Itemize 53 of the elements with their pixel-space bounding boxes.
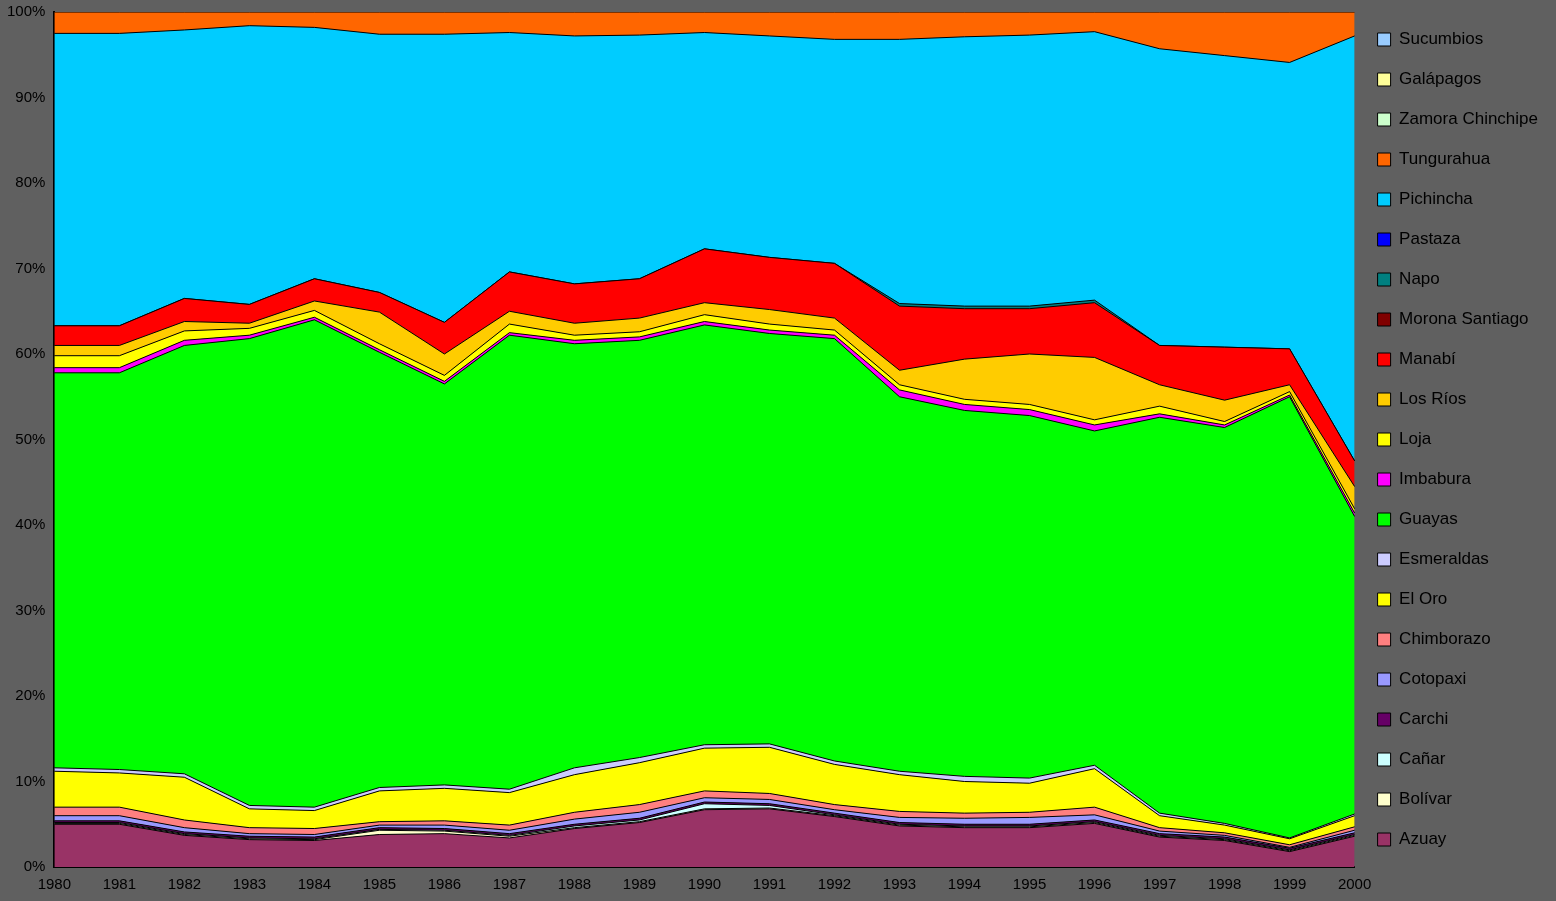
- legend-label: Tungurahua: [1399, 149, 1491, 169]
- legend-label: Bolívar: [1399, 789, 1453, 809]
- legend-label: Manabí: [1399, 349, 1457, 369]
- x-tick-label: 2000: [1337, 875, 1372, 893]
- y-tick-label: 100%: [6, 2, 46, 20]
- y-tick-label: 40%: [15, 515, 46, 533]
- legend-label: Napo: [1399, 269, 1440, 289]
- legend-label: Galápagos: [1399, 69, 1482, 89]
- legend-label: Pastaza: [1399, 229, 1462, 249]
- x-tick-label: 1988: [557, 875, 592, 893]
- legend-label: Imbabura: [1399, 469, 1472, 489]
- legend-label: Los Ríos: [1399, 389, 1467, 409]
- x-tick-label: 1994: [947, 875, 982, 893]
- y-tick-label: 20%: [15, 686, 46, 704]
- legend-label: Guayas: [1399, 509, 1458, 529]
- legend-label: Esmeraldas: [1399, 549, 1489, 569]
- legend-label: El Oro: [1399, 589, 1448, 609]
- x-tick-label: 1982: [167, 875, 202, 893]
- legend-label: Zamora Chinchipe: [1399, 109, 1539, 129]
- x-tick-label: 1999: [1272, 875, 1307, 893]
- x-tick-label: 1991: [752, 875, 787, 893]
- y-tick-label: 80%: [15, 173, 46, 191]
- x-tick-label: 1990: [687, 875, 722, 893]
- x-tick-label: 1984: [297, 875, 332, 893]
- y-tick-label: 30%: [15, 600, 46, 618]
- x-tick-label: 1996: [1077, 875, 1112, 893]
- x-tick-label: 1985: [362, 875, 397, 893]
- y-tick-label: 10%: [15, 771, 46, 789]
- x-tick-label: 1981: [102, 875, 137, 893]
- y-tick-label: 60%: [15, 344, 46, 362]
- y-tick-label: 90%: [15, 87, 46, 105]
- y-tick-label: 70%: [15, 258, 46, 276]
- legend-label: Sucumbios: [1399, 29, 1484, 49]
- legend-label: Loja: [1399, 429, 1432, 449]
- x-tick-label: 1989: [622, 875, 657, 893]
- x-tick-label: 1997: [1142, 875, 1177, 893]
- legend-label: Azuay: [1399, 829, 1447, 849]
- x-tick-label: 1986: [427, 875, 462, 893]
- legend-label: Chimborazo: [1399, 629, 1491, 649]
- legend-label: Pichincha: [1399, 189, 1474, 209]
- legend-label: Cañar: [1399, 749, 1446, 769]
- legend-label: Cotopaxi: [1399, 669, 1467, 689]
- x-tick-label: 1995: [1012, 875, 1047, 893]
- x-tick-label: 1980: [37, 875, 72, 893]
- legend-label: Morona Santiago: [1399, 309, 1529, 329]
- legend-label: Carchi: [1399, 709, 1449, 729]
- y-tick-label: 0%: [23, 857, 46, 875]
- x-tick-label: 1993: [882, 875, 917, 893]
- x-tick-label: 1992: [817, 875, 852, 893]
- y-tick-label: 50%: [15, 429, 46, 447]
- x-tick-label: 1983: [232, 875, 267, 893]
- x-tick-label: 1987: [492, 875, 527, 893]
- x-tick-label: 1998: [1207, 875, 1242, 893]
